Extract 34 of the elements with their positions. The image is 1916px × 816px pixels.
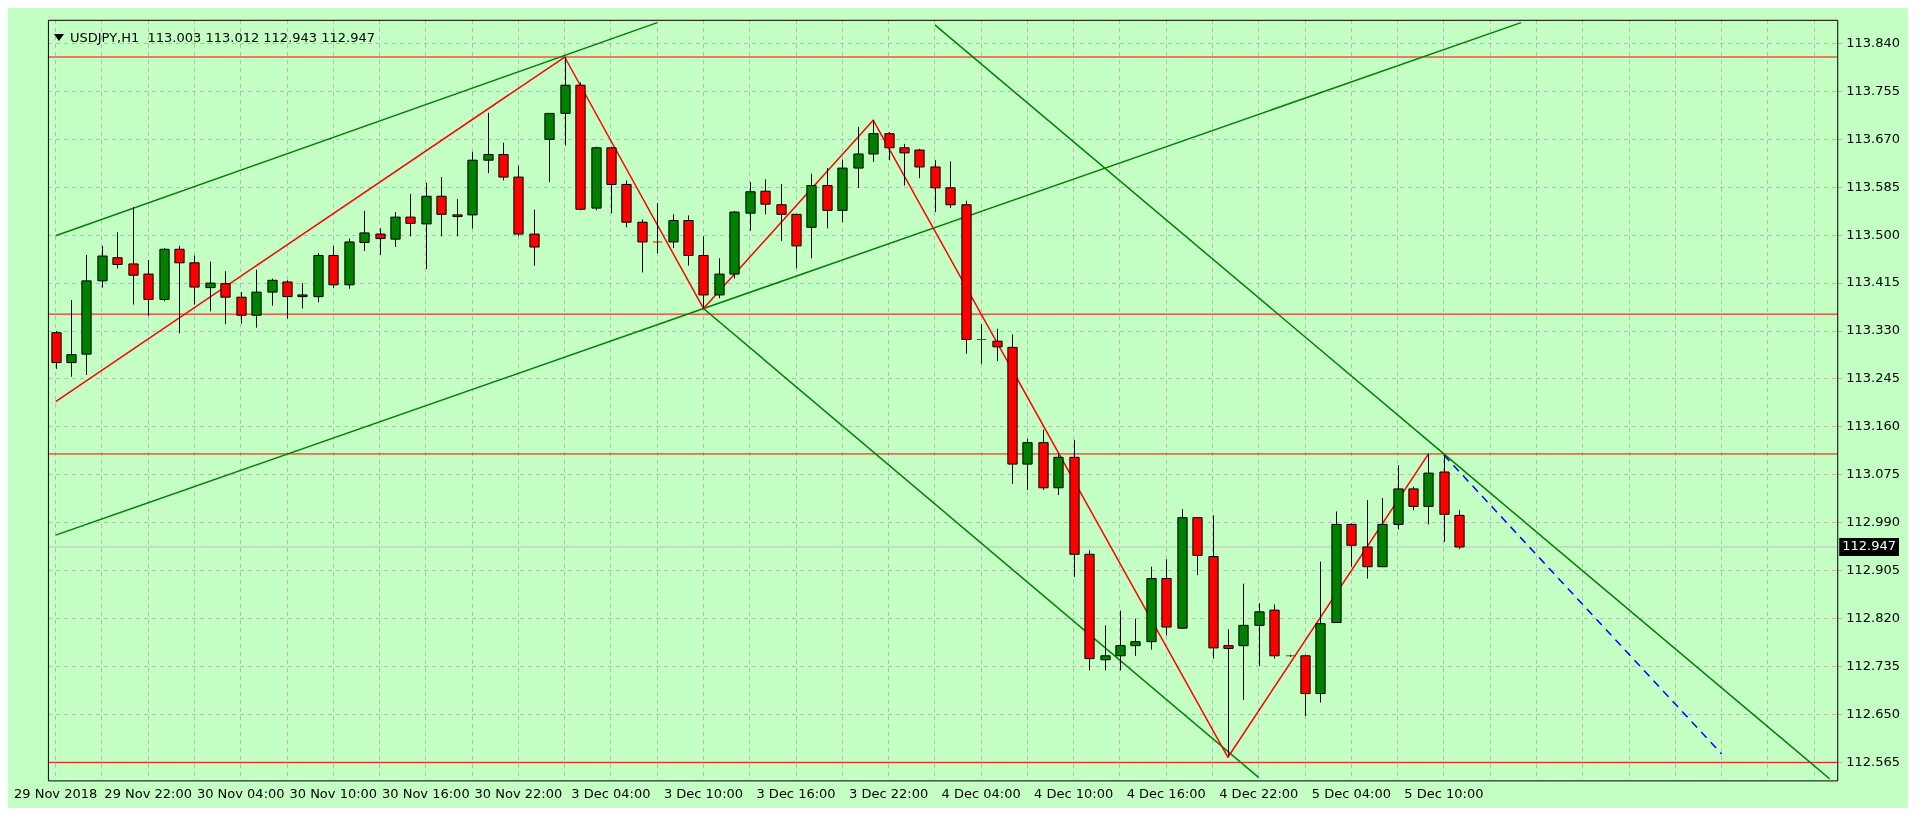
- ref-line-label: 112.947: [1842, 538, 1897, 554]
- x-tick-label: 3 Dec 04:00: [571, 785, 651, 801]
- y-tick-label: 113.415: [1846, 274, 1901, 290]
- y-tick-label: 112.565: [1846, 753, 1901, 769]
- x-tick-label: 29 Nov 2018: [14, 785, 98, 801]
- y-tick-label: 113.670: [1846, 130, 1901, 146]
- x-tick-label: 30 Nov 16:00: [382, 785, 470, 801]
- y-tick-label: 113.755: [1846, 82, 1901, 98]
- y-tick-label: 112.650: [1846, 705, 1901, 721]
- x-tick-label: 29 Nov 22:00: [104, 785, 193, 801]
- y-tick-label: 113.585: [1846, 178, 1901, 194]
- x-tick-label: 30 Nov 04:00: [196, 785, 285, 801]
- x-tick-label: 3 Dec 16:00: [756, 785, 836, 801]
- x-tick-label: 4 Dec 16:00: [1126, 785, 1206, 801]
- y-tick-label: 112.820: [1846, 609, 1901, 625]
- y-tick-label: 113.840: [1846, 34, 1901, 50]
- y-tick-label: 113.160: [1846, 418, 1901, 434]
- x-tick-label: 3 Dec 10:00: [663, 785, 744, 801]
- y-tick-label: 112.990: [1846, 514, 1901, 530]
- x-tick-label: 30 Nov 22:00: [474, 785, 563, 801]
- y-tick-label: 113.500: [1846, 226, 1901, 242]
- x-tick-label: 5 Dec 04:00: [1311, 785, 1391, 801]
- text: USDJPY,H1 113.003 113.012 112.943 112.947: [70, 30, 375, 45]
- x-tick-label: 3 Dec 22:00: [849, 785, 929, 801]
- x-tick-label: 4 Dec 10:00: [1034, 785, 1114, 801]
- x-tick-label: 30 Nov 10:00: [289, 785, 378, 801]
- x-tick-label: 4 Dec 22:00: [1219, 785, 1299, 801]
- y-tick-label: 113.330: [1846, 322, 1901, 338]
- y-tick-label: 113.075: [1846, 466, 1901, 482]
- x-tick-label: 4 Dec 04:00: [941, 785, 1021, 801]
- x-tick-label: 5 Dec 10:00: [1404, 785, 1484, 801]
- y-tick-label: 112.735: [1846, 657, 1901, 673]
- y-tick-label: 113.245: [1846, 370, 1901, 386]
- y-tick-label: 112.905: [1846, 562, 1901, 578]
